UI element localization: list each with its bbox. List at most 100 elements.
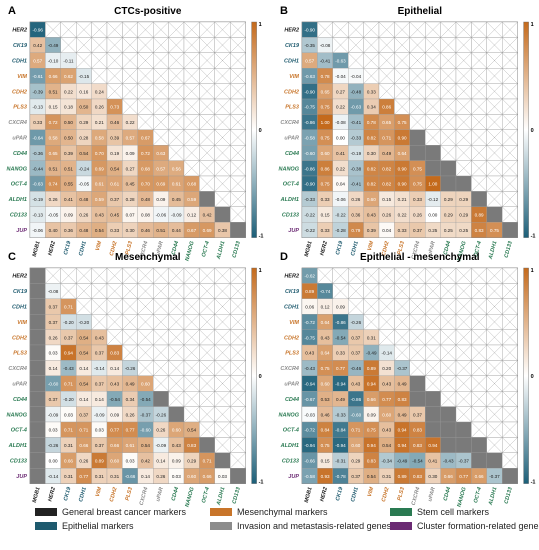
cell-value: 0.31 (95, 474, 104, 479)
cross-line (440, 145, 457, 161)
cell-value: 0.15 (382, 197, 391, 202)
cross-line (455, 129, 472, 146)
cross-line (440, 375, 457, 392)
y-tick-label: NANOG (279, 412, 300, 418)
x-tick-label: CXCR4 (139, 487, 150, 507)
cross-line (502, 329, 518, 346)
cross-line (502, 406, 518, 423)
y-tick-label: CD44 (285, 151, 299, 157)
cell-value: -0.26 (125, 366, 136, 371)
cross-line (440, 37, 457, 53)
y-tick-label: OCT-4 (11, 182, 27, 188)
cell-value: 0.86 (382, 105, 391, 110)
cell-value: -0.15 (79, 74, 90, 79)
cell-value: 0.93 (321, 474, 330, 479)
cell-value: 0.89 (475, 213, 484, 218)
cell-value: -0.05 (48, 213, 59, 218)
cell-value: 0.37 (95, 443, 104, 448)
cell-value: 0.31 (64, 443, 73, 448)
cross-line (199, 375, 215, 392)
cross-line (183, 129, 200, 146)
cell-value: 0.27 (126, 166, 135, 171)
cross-line (409, 344, 426, 361)
x-tick-label: NANOG (457, 486, 468, 508)
cross-line (455, 37, 472, 53)
cell-value: 0.41 (336, 151, 345, 156)
cross-line (214, 129, 231, 146)
cell-value: 0.37 (110, 197, 119, 202)
heatmap-cell (230, 222, 246, 238)
cell-value: -0.90 (304, 89, 315, 94)
cell-value: -0.04 (351, 74, 362, 79)
y-tick-label: JUP (16, 474, 27, 480)
cell-value: 0.29 (459, 197, 468, 202)
cell-value: -0.09 (48, 412, 59, 417)
cross-line (440, 360, 457, 376)
cell-value: 0.75 (490, 228, 499, 233)
cross-line (199, 283, 215, 299)
legend-label: Stem cell markers (417, 507, 490, 517)
cross-line (425, 283, 441, 299)
cross-line (214, 37, 231, 53)
heatmap-cell (425, 406, 441, 423)
cell-value: -0.54 (109, 397, 120, 402)
cell-value: 0.36 (64, 228, 73, 233)
x-tick-label: MGB1 (304, 487, 314, 504)
x-tick-label: CD44 (443, 487, 452, 502)
cell-value: 0.66 (110, 443, 119, 448)
cross-line (214, 160, 231, 177)
cross-line (425, 360, 441, 376)
cross-line (455, 329, 472, 346)
cell-value: 0.29 (444, 213, 453, 218)
cell-value: 0.69 (156, 182, 165, 187)
cell-value: 0.77 (110, 428, 119, 433)
cross-line (348, 283, 364, 299)
cell-value: 0.60 (172, 428, 181, 433)
cross-line (440, 68, 457, 84)
cell-value: -0.63 (32, 182, 43, 187)
cross-line (183, 83, 200, 100)
cross-line (122, 267, 138, 284)
legend-item-invasion: Invasion and metastasis-related genes (210, 521, 391, 531)
x-tick-label: CXCR4 (139, 241, 150, 261)
cell-value: 0.75 (367, 428, 376, 433)
cell-value: -0.67 (304, 397, 315, 402)
cell-value: 0.61 (126, 443, 135, 448)
cross-line (214, 344, 231, 361)
cell-value: 0.49 (126, 382, 135, 387)
cell-value: -0.94 (304, 443, 315, 448)
heatmap-cell (29, 375, 46, 392)
cell-value: 0.54 (79, 382, 88, 387)
y-tick-label: JUP (288, 474, 299, 480)
cross-line (137, 98, 154, 115)
cell-value: 0.51 (64, 166, 73, 171)
cell-value: 0.75 (413, 166, 422, 171)
cross-line (409, 68, 426, 84)
cell-value: -0.22 (304, 213, 315, 218)
cell-value: 0.33 (336, 351, 345, 356)
heatmap-cell (502, 468, 518, 484)
heatmap-cell (455, 175, 472, 192)
cell-value: 0.43 (172, 443, 181, 448)
cross-line (106, 21, 123, 38)
x-tick-label: HER2 (319, 241, 329, 257)
cell-value: 0.89 (398, 474, 407, 479)
cross-line (122, 329, 138, 346)
colorbar-tick-label: 1 (259, 268, 262, 274)
cell-value: 0.94 (64, 351, 73, 356)
cell-value: 0.75 (413, 182, 422, 187)
cell-value: 0.54 (141, 443, 150, 448)
cross-line (363, 52, 380, 69)
cell-value: 0.04 (382, 228, 391, 233)
cross-line (153, 129, 169, 146)
cross-line (199, 83, 215, 100)
x-tick-label: NANOG (185, 486, 196, 508)
heatmap-cell (29, 468, 46, 484)
x-tick-label: CDH1 (350, 241, 360, 257)
cross-line (471, 129, 487, 146)
cell-value: -0.33 (304, 197, 315, 202)
cross-line (230, 21, 246, 38)
colorbar (523, 21, 529, 238)
cell-value: -0.19 (351, 151, 362, 156)
cell-value: 0.59 (187, 197, 196, 202)
